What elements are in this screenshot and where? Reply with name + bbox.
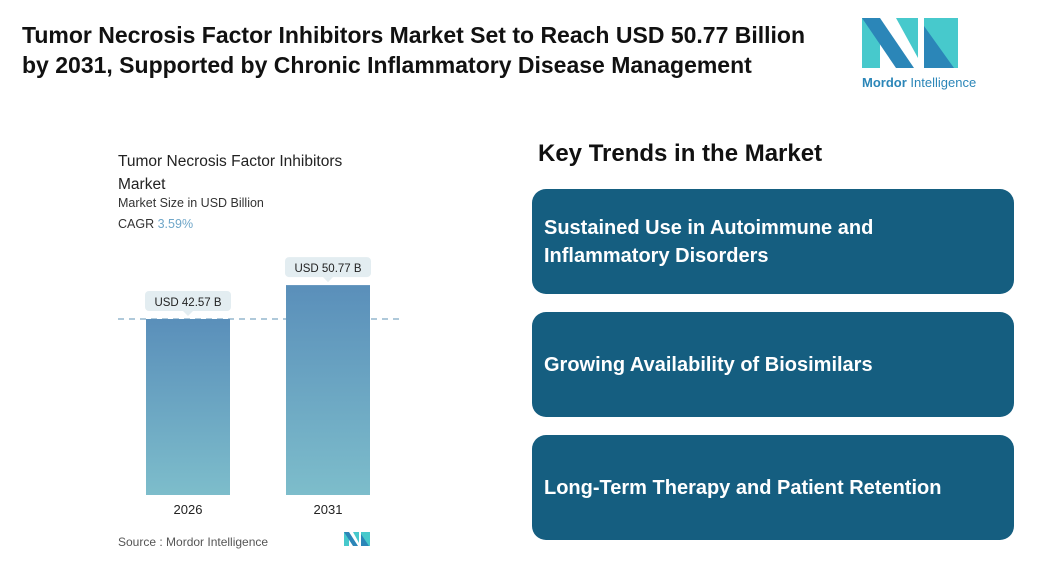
trends-heading: Key Trends in the Market (538, 140, 823, 167)
cagr: CAGR 3.59% (118, 217, 193, 231)
logo-mark-icon (862, 18, 958, 68)
data-label-bg (145, 291, 231, 311)
logo-brand: Mordor (862, 75, 907, 90)
bar-2031 (286, 285, 370, 495)
bar-2026 (146, 319, 230, 495)
x-tick-label: 2026 (174, 502, 203, 517)
chart-subtitle: Market Size in USD Billion (118, 196, 264, 210)
x-tick-label: 2031 (314, 502, 343, 517)
source-note: Source : Mordor Intelligence (118, 535, 269, 549)
trend-card: Long-Term Therapy and Patient Retention (532, 435, 1014, 540)
small-logo-icon (344, 532, 370, 546)
bar-chart: USD 42.57 B 2026 USD 50.77 B 2031 (118, 257, 400, 517)
cagr-value: 3.59% (157, 217, 194, 231)
page-title: Tumor Necrosis Factor Inhibitors Market … (22, 22, 806, 78)
trend-card: Sustained Use in Autoimmune and Inflamma… (532, 189, 1014, 294)
data-label-pointer (323, 277, 333, 283)
trend-card: Growing Availability of Biosimilars (532, 312, 1014, 417)
mordor-intelligence-logo: Mordor Intelligence (862, 18, 976, 90)
data-label-bg (285, 257, 371, 278)
data-label: USD 50.77 B (294, 263, 361, 275)
logo-brand2: Intelligence (910, 75, 977, 90)
data-label-pointer (183, 311, 193, 316)
data-label: USD 42.57 B (154, 297, 221, 309)
chart-title: Tumor Necrosis Factor Inhibitors Market (118, 153, 343, 193)
cagr-label: CAGR (118, 217, 155, 231)
